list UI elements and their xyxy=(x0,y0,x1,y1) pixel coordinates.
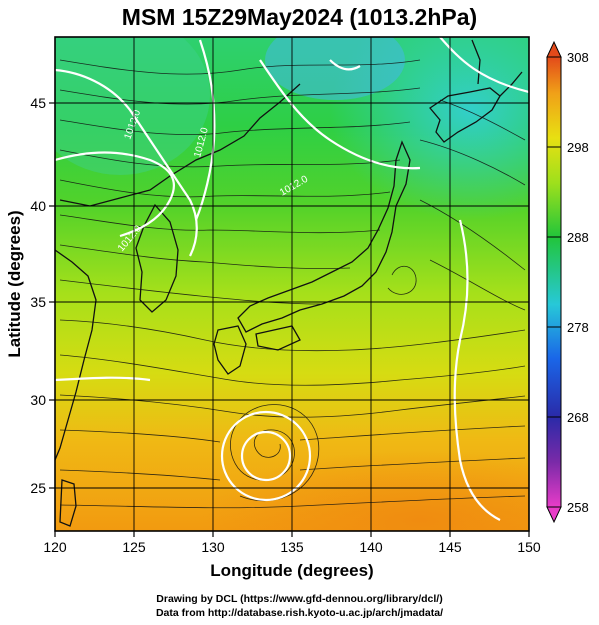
coast-taiwan xyxy=(59,479,77,527)
x-tick-label: 145 xyxy=(438,539,462,555)
coast-shikoku xyxy=(255,325,301,351)
colorbar-tick-label: 308 xyxy=(567,50,589,65)
colorbar-tick-label: 288 xyxy=(567,230,589,245)
coast-honshu xyxy=(237,140,411,333)
y-axis-title: Latitude (degrees) xyxy=(5,210,24,357)
x-tick-label: 150 xyxy=(517,539,541,555)
y-tick-label: 35 xyxy=(30,294,46,310)
x-tick-label: 140 xyxy=(359,539,383,555)
colorbar: 308 298 288 278 268 258 xyxy=(546,40,589,524)
coast-sakhalin xyxy=(471,39,481,85)
colorbar-bottom-arrow xyxy=(546,506,562,524)
y-tick-label: 25 xyxy=(30,480,46,496)
x-tick-labels: 120 125 130 135 140 145 150 xyxy=(43,539,541,555)
credit-drawing: Drawing by DCL (https://www.gfd-dennou.o… xyxy=(156,593,443,605)
x-tick-label: 130 xyxy=(201,539,225,555)
map-title: MSM 15Z29May2024 (1013.2hPa) xyxy=(121,4,478,30)
y-tick-labels: 25 30 35 40 45 xyxy=(30,95,46,496)
isobars xyxy=(55,37,529,521)
x-tick-label: 120 xyxy=(43,539,67,555)
coastlines xyxy=(55,39,523,527)
colorbar-tick-label: 298 xyxy=(567,140,589,155)
coast-hokkaido xyxy=(429,87,501,143)
colorbar-tick-label: 268 xyxy=(567,410,589,425)
coast-china xyxy=(55,249,97,461)
x-tick-label: 135 xyxy=(280,539,304,555)
coast-korea xyxy=(135,203,179,313)
colorbar-tick-label: 258 xyxy=(567,500,589,515)
wind-streamlines xyxy=(59,59,526,509)
colorbar-top-arrow xyxy=(546,40,562,58)
coast-mainland-north xyxy=(59,83,301,207)
coast-kyushu xyxy=(213,325,247,375)
y-tick-label: 40 xyxy=(30,198,46,214)
y-tick-label: 45 xyxy=(30,95,46,111)
x-tick-label: 125 xyxy=(122,539,146,555)
y-tick-label: 30 xyxy=(30,392,46,408)
grid-lines xyxy=(55,37,529,531)
coast-kurils xyxy=(499,71,523,97)
colorbar-tick-label: 278 xyxy=(567,320,589,335)
x-axis-title: Longitude (degrees) xyxy=(210,561,373,580)
credit-data: Data from http://database.rish.kyoto-u.a… xyxy=(155,607,444,619)
tick-marks xyxy=(49,102,530,537)
